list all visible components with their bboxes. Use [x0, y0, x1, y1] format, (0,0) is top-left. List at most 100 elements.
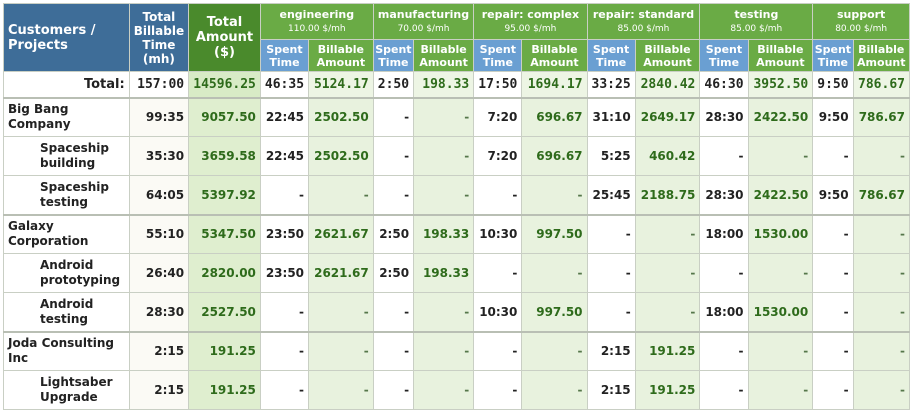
category-repair-complex[interactable]: repair: complex 95.00 $/mh: [473, 3, 588, 40]
billable-amount-cell: -: [634, 292, 701, 332]
category-testing[interactable]: testing 85.00 $/mh: [699, 3, 814, 40]
billable-amount-cell: -: [413, 292, 475, 332]
category-manufacturing[interactable]: manufacturing 70.00 $/mh: [372, 3, 475, 40]
billable-amount-header[interactable]: Billable Amount: [308, 39, 374, 72]
spent-time-cell: -: [473, 253, 523, 293]
project-row[interactable]: Spaceship testing 64:05 5397.92- - - - - -25:45…: [3, 175, 910, 215]
category-engineering[interactable]: engineering 110.00 $/mh: [259, 3, 374, 40]
billable-amount-header[interactable]: Billable Amount: [521, 39, 588, 72]
total-amount-cell: 2820.00: [188, 253, 261, 293]
total-cell: 2840.42: [634, 71, 701, 99]
spent-time-cell: -: [372, 370, 415, 410]
billable-amount-cell: -: [747, 370, 814, 410]
spent-time-header[interactable]: Spent Time: [812, 39, 854, 72]
billable-amount-cell: -: [634, 213, 701, 254]
billable-amount-cell: 786.67: [852, 175, 910, 215]
billable-amount-cell: 198.33: [413, 213, 475, 254]
spent-time-header[interactable]: Spent Time: [473, 39, 523, 72]
project-name: Android testing: [3, 292, 130, 332]
spent-time-cell: -: [586, 292, 636, 332]
total-cell: 2:50: [372, 71, 415, 99]
spent-time-cell: 2:50: [372, 253, 415, 293]
project-name: Spaceship building: [3, 136, 130, 176]
project-name: Spaceship testing: [3, 175, 130, 215]
billable-amount-header[interactable]: Billable Amount: [747, 39, 814, 72]
category-name: manufacturing: [377, 7, 470, 21]
category-rate: 80.00 $/mh: [835, 23, 888, 34]
spent-time-cell: 2:50: [372, 213, 415, 254]
billable-amount-cell: -: [852, 330, 910, 371]
spent-time-header[interactable]: Spent Time: [259, 39, 310, 72]
total-cell: 9:50: [812, 71, 854, 99]
category-repair-standard[interactable]: repair: standard 85.00 $/mh: [586, 3, 701, 40]
billable-amount-cell: 2422.50: [747, 175, 814, 215]
spent-time-cell: 18:00: [699, 213, 749, 254]
total-cell: 786.67: [852, 71, 910, 99]
spent-time-cell: -: [372, 96, 415, 137]
customer-row[interactable]: Joda Consulting Inc 2:15 191.25- - - - - -2:15 1…: [3, 330, 910, 371]
spent-time-cell: -: [812, 213, 854, 254]
spent-time-cell: 7:20: [473, 96, 523, 137]
spent-time-cell: -: [473, 370, 523, 410]
spent-time-cell: -: [812, 136, 854, 176]
spent-time-cell: -: [812, 330, 854, 371]
billable-amount-cell: 696.67: [521, 96, 588, 137]
spent-time-cell: 9:50: [812, 96, 854, 137]
spent-time-cell: -: [812, 370, 854, 410]
total-amount-cell: 5397.92: [188, 175, 261, 215]
billable-amount-cell: 2621.67: [308, 253, 374, 293]
customer-row[interactable]: Galaxy Corporation 55:10 5347.50 23:50 2621.…: [3, 213, 910, 254]
spent-time-cell: 18:00: [699, 292, 749, 332]
billable-amount-header[interactable]: Billable Amount: [852, 39, 910, 72]
spent-time-cell: 7:20: [473, 136, 523, 176]
billable-amount-cell: 997.50: [521, 213, 588, 254]
billable-amount-cell: -: [308, 175, 374, 215]
spent-time-cell: 10:30: [473, 292, 523, 332]
project-row[interactable]: Lightsaber Upgrade 2:15 191.25- - - - - -2:15 19…: [3, 370, 910, 410]
customers-header[interactable]: Customers / Projects: [3, 3, 130, 72]
billable-amount-cell: -: [747, 253, 814, 293]
spent-time-cell: -: [259, 370, 310, 410]
spent-time-cell: 22:45: [259, 136, 310, 176]
billable-amount-cell: -: [852, 136, 910, 176]
spent-time-header[interactable]: Spent Time: [699, 39, 749, 72]
billable-amount-cell: -: [521, 370, 588, 410]
billable-amount-cell: -: [521, 253, 588, 293]
spent-time-header[interactable]: Spent Time: [372, 39, 415, 72]
total-cell: 33:25: [586, 71, 636, 99]
billable-amount-cell: -: [747, 136, 814, 176]
spent-time-cell: 28:30: [699, 175, 749, 215]
total-billable-header[interactable]: Total Billable Time (mh): [128, 3, 190, 72]
spent-time-cell: 9:50: [812, 175, 854, 215]
billable-amount-cell: -: [308, 292, 374, 332]
spent-time-cell: 22:45: [259, 96, 310, 137]
billable-amount-cell: -: [413, 136, 475, 176]
category-name: repair: complex: [481, 7, 580, 21]
billable-amount-cell: -: [413, 96, 475, 137]
total-time: 157:00: [128, 71, 190, 99]
billable-amount-header[interactable]: Billable Amount: [413, 39, 475, 72]
billable-time: 2:15: [128, 370, 190, 410]
total-cell: 46:35: [259, 71, 310, 99]
spent-time-cell: -: [259, 175, 310, 215]
billable-amount-cell: 2422.50: [747, 96, 814, 137]
spent-time-cell: -: [473, 330, 523, 371]
project-row[interactable]: Android testing 28:30 2527.50- - - -10:30 997.…: [3, 292, 910, 332]
category-support[interactable]: support 80.00 $/mh: [812, 3, 910, 40]
billable-amount-cell: -: [852, 292, 910, 332]
project-name: Android prototyping: [3, 253, 130, 293]
billable-amount-cell: -: [852, 253, 910, 293]
category-rate: 85.00 $/mh: [730, 23, 783, 34]
total-amount-header[interactable]: Total Amount ($): [188, 3, 261, 72]
billable-amount-cell: 191.25: [634, 330, 701, 371]
spent-time-cell: 23:50: [259, 253, 310, 293]
customer-row[interactable]: Big Bang Company 99:35 9057.50 22:45 2502.50…: [3, 96, 910, 137]
billable-amount-header[interactable]: Billable Amount: [634, 39, 701, 72]
category-name: engineering: [279, 7, 355, 21]
project-row[interactable]: Spaceship building 35:30 3659.58 22:45 2502.…: [3, 136, 910, 176]
project-row[interactable]: Android prototyping 26:40 2820.00 23:50 2621…: [3, 253, 910, 293]
total-amount-cell: 5347.50: [188, 213, 261, 254]
spent-time-cell: 28:30: [699, 96, 749, 137]
spent-time-header[interactable]: Spent Time: [586, 39, 636, 72]
billable-amount-cell: 1530.00: [747, 213, 814, 254]
